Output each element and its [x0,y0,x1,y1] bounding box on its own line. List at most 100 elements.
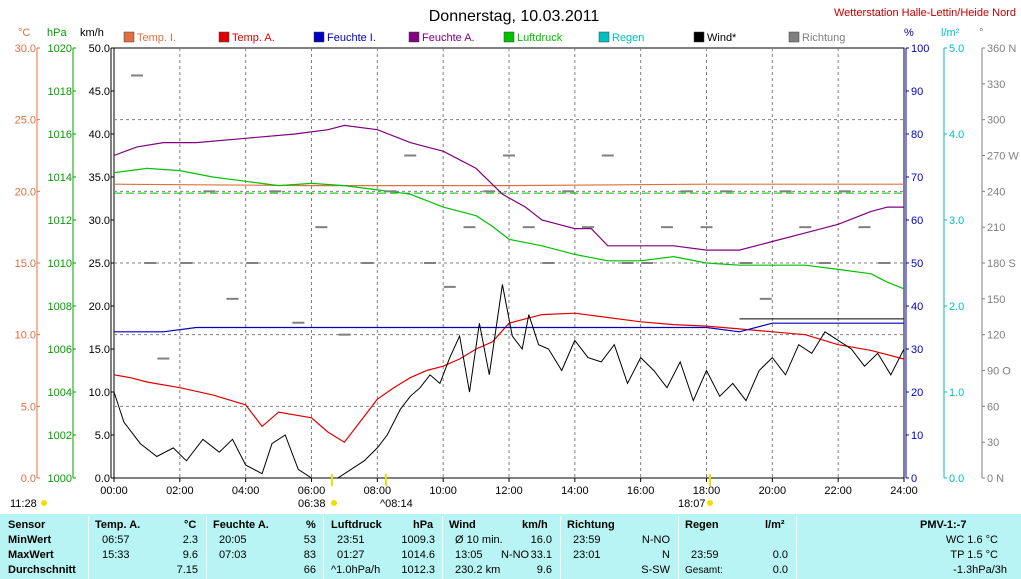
direction-point [315,226,328,229]
pressure-tick-label: 1004 [48,387,72,399]
direction-point [338,333,351,336]
direction-point [463,226,476,229]
station-name: Wetterstation Halle-Lettin/Heide Nord [834,7,1016,19]
header-temp: Temp. A. [95,519,141,531]
pressure-tick-label: 1002 [48,430,72,442]
direction-point [424,262,436,264]
temp_a-series-line [113,312,905,443]
temp_i-series-line [113,183,904,187]
direction-point [203,190,216,193]
max-rain-value: 0.0 [772,549,788,561]
legend-swatch [598,31,610,43]
sunset-label: 18:07 [678,498,706,510]
row-label-max: MaxWert [8,549,54,561]
avg-temp-value: 7.15 [176,564,198,576]
x-tick-label: 02:00 [166,485,194,497]
temp-tick-label: 5.0 [21,401,36,413]
pressure-tendency: -1.3hPa/3h [953,564,1007,576]
min-wind-time: Ø 10 min. [455,534,503,546]
rain-tick-label: 4.0 [949,129,964,141]
direction-point [838,190,851,193]
wind-tick-label: 20.0 [89,301,110,313]
max-rain-time: 23:59 [691,549,719,561]
legend-label: Richtung [802,32,845,44]
min-press-time: 23:51 [337,534,365,546]
header-wind: Wind [449,519,476,531]
chart-legend: Temp. I. Temp. A. Feuchte I. Feuchte A. Luft… [123,31,845,44]
pressure-tick-label: 1006 [48,344,72,356]
humid-tick-label: 10 [911,430,923,442]
chart-grid [113,47,905,479]
direction-point [601,154,614,157]
direction-point [292,321,305,324]
max-humid-time: 07:03 [219,549,247,561]
min-dir-value: N-NO [641,534,670,546]
temp-unit-label: °C [18,27,30,39]
wind-unit-label: km/h [80,27,104,39]
avg-press-value: 1012.3 [401,564,435,576]
avg-press-trend: ^1.0hPa/h [331,564,381,576]
pressure-tick-label: 1014 [48,172,72,184]
temp-tick-label: 0.0 [21,473,36,485]
rain-tick-label: 0.0 [949,473,964,485]
humid-tick-label: 60 [911,215,923,227]
direction-point [157,357,170,360]
max-wind-value: 33.1 [530,549,552,561]
sun-markers: 11:28 06:38 ^08:14 18:07 [10,474,713,510]
dir-tick-label: 240 [987,186,1005,198]
direction-point [483,190,496,193]
humid-tick-label: 0 [911,473,917,485]
humid-tick-label: 90 [911,86,923,98]
humid-tick-label: 100 [911,43,929,55]
temp-tick-label: 20.0 [15,186,36,198]
chart-series [113,74,905,479]
direction-point [720,190,733,193]
min-humid-value: 53 [303,534,316,546]
dir-tick-label: 270 W [987,151,1019,163]
wind-tick-label: 40.0 [89,129,110,141]
pressure-tick-label: 1008 [48,301,72,313]
temp-tick-label: 15.0 [15,258,36,270]
pressure-tick-label: 1010 [48,258,72,270]
header-wind-unit: km/h [522,519,548,531]
header-pressure-unit: hPa [413,519,434,531]
legend-swatch [313,31,325,43]
x-tick-label: 16:00 [627,485,655,497]
legend-swatch [788,31,800,43]
max-temp-time: 15:33 [102,549,130,561]
dir-unit-label: ° [979,27,983,39]
direction-point [621,262,634,264]
direction-point [246,262,259,264]
max-wind-direction: N-NO [501,549,530,561]
max-temp-value: 9.6 [182,549,198,561]
direction-point [680,190,693,193]
min-humid-time: 20:05 [219,534,247,546]
direction-point [582,226,594,229]
min-wind-value: 16.0 [530,534,552,546]
direction-point [740,262,752,264]
avg-wind-distance: 230.2 km [455,564,501,576]
pressure-tick-label: 1020 [48,43,72,55]
wind-tick-label: 50.0 [89,43,110,55]
wind-tick-label: 0.0 [95,473,110,485]
dir-tick-label: 360 N [987,43,1016,55]
direction-point [404,154,417,157]
min-temp-time: 06:57 [102,534,130,546]
header-humid: Feuchte A. [213,519,269,531]
dir-tick-label: 120 [987,330,1005,342]
chart-title: Donnerstag, 10.03.2011 [429,8,600,25]
pressure-tick-label: 1016 [48,129,72,141]
wind-tick-label: 15.0 [89,344,110,356]
pressure-tick-label: 1000 [48,473,72,485]
x-tick-label: 24:00 [890,485,918,497]
max-dir-value: N [662,549,670,561]
x-tick-label: 20:00 [759,485,787,497]
sun-marker-dot [41,500,47,506]
total-rain-value: 0.0 [772,564,788,576]
max-humid-value: 83 [303,549,316,561]
x-tick-label: 14:00 [561,485,589,497]
direction-point [503,154,515,157]
dir-tick-label: 90 O [987,366,1011,378]
direction-point [661,226,673,229]
humid-tick-label: 70 [911,172,923,184]
